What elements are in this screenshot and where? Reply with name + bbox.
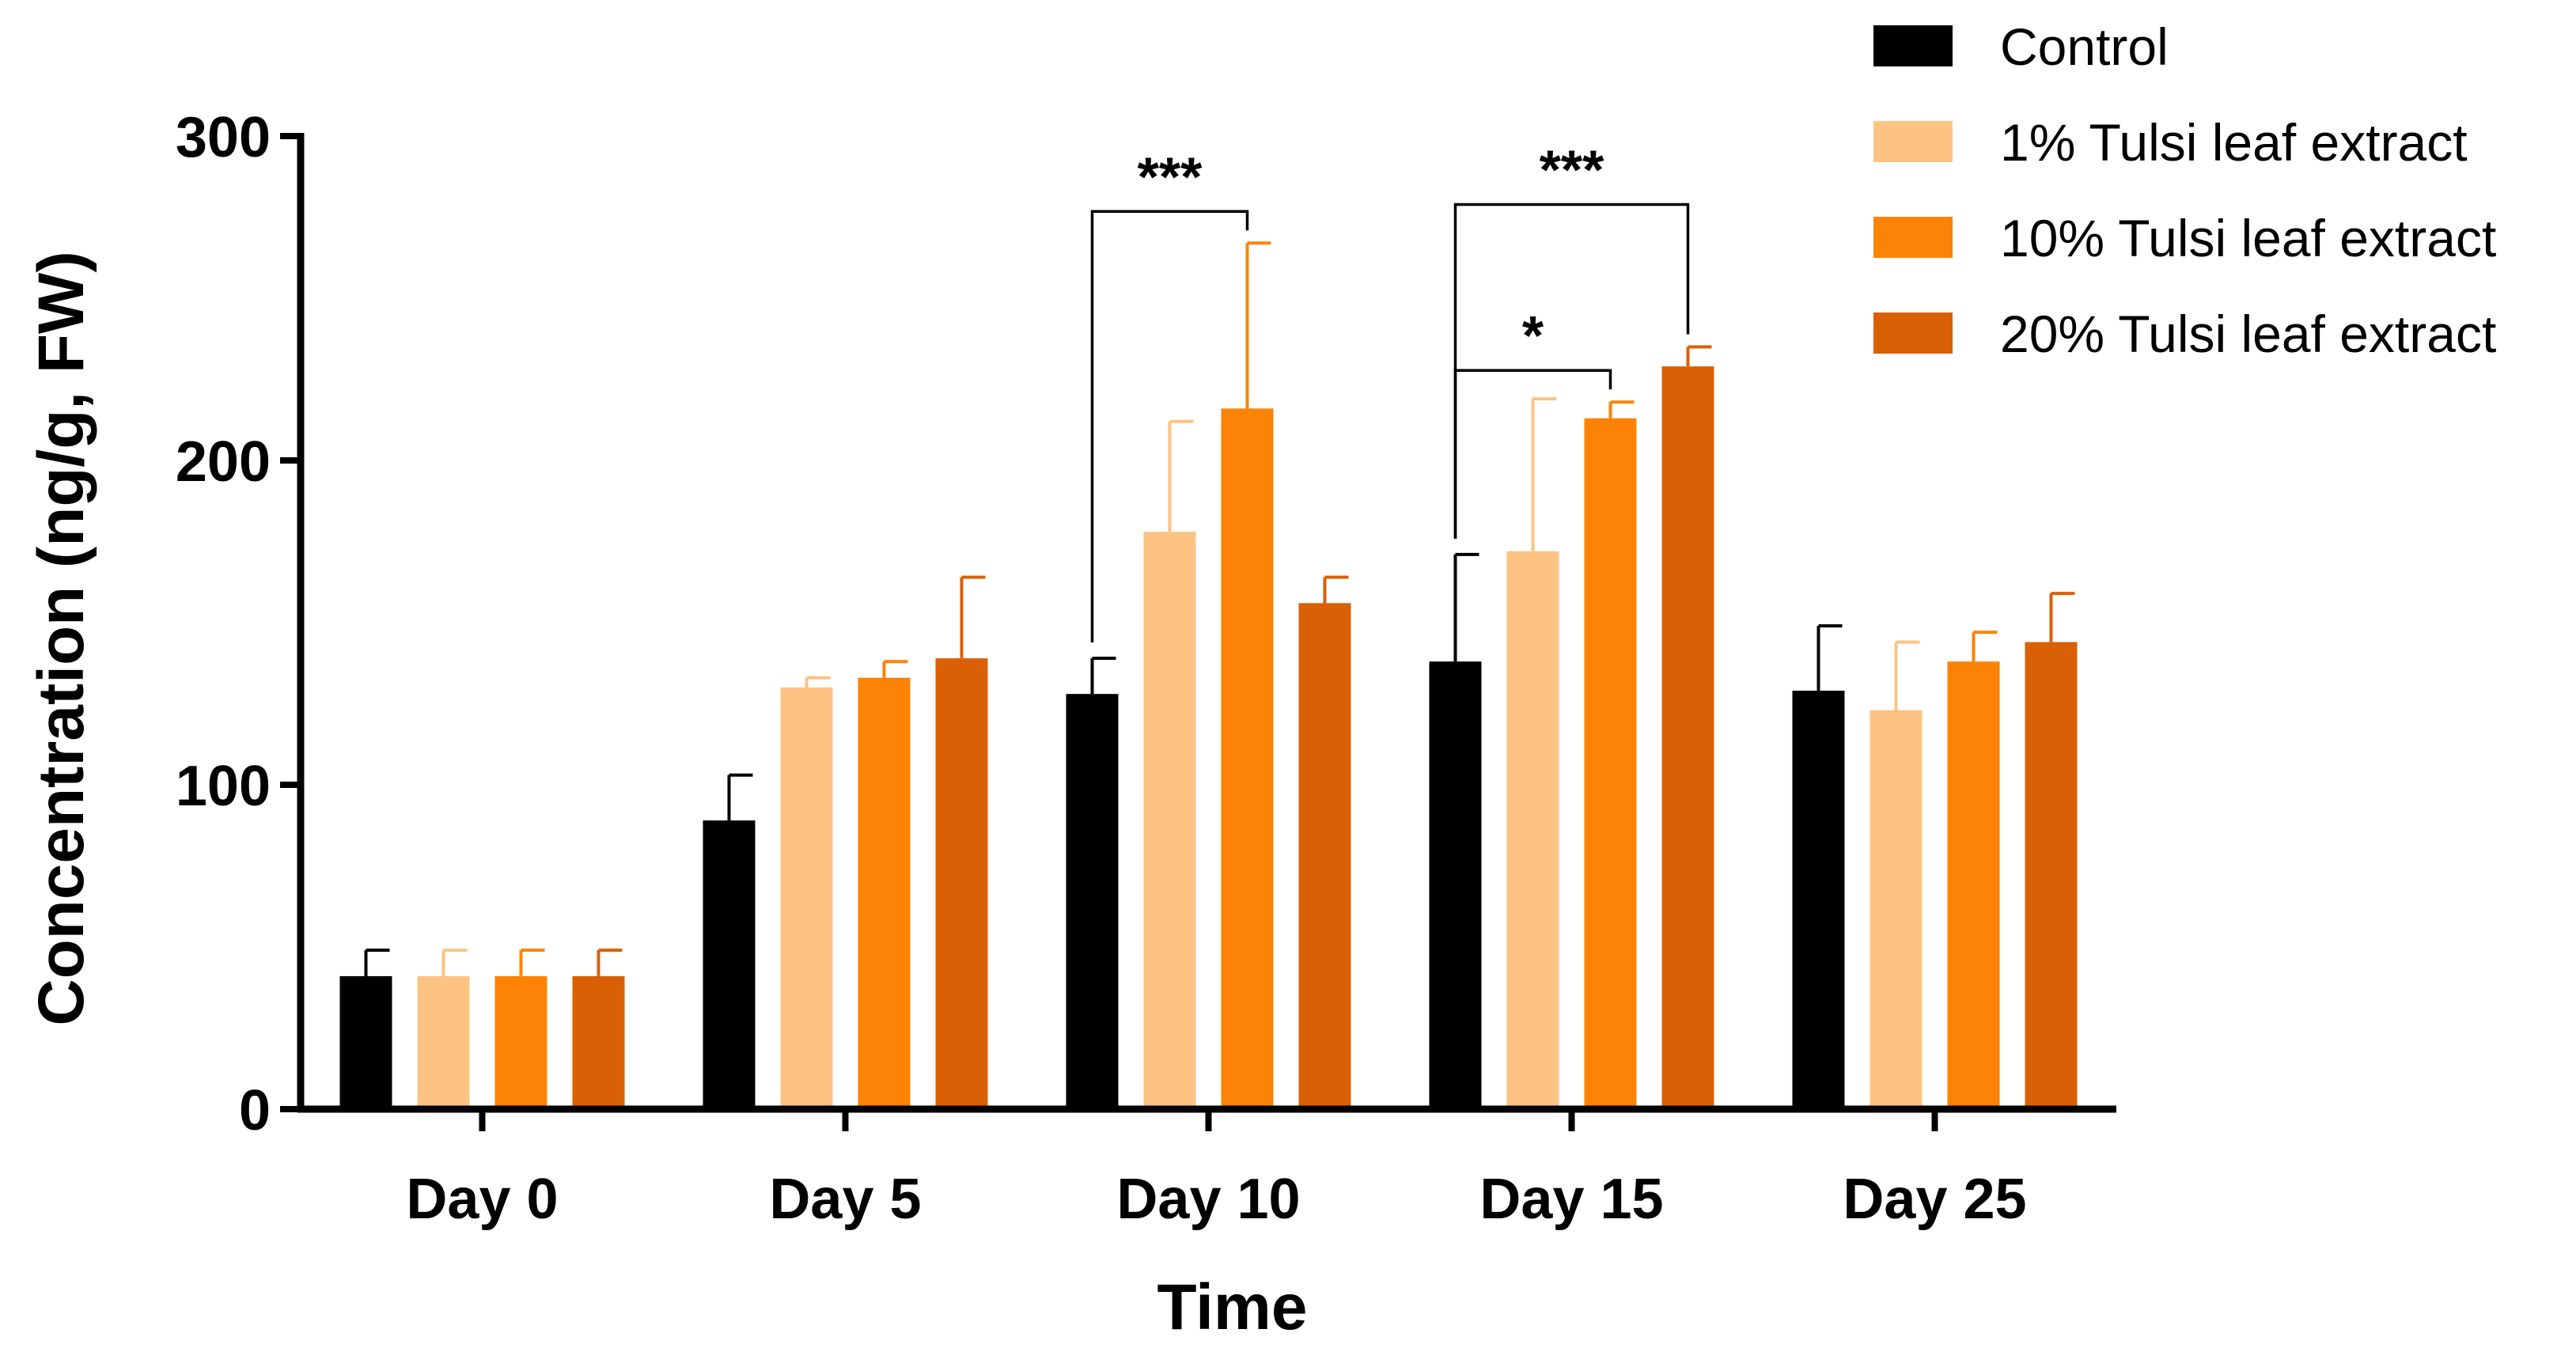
x-ticks-layer: Day 0 Day 5 Day 10 Day 15 Day 25 <box>406 1109 2027 1231</box>
significance-label: * <box>1522 305 1544 366</box>
significance-bracket <box>1453 369 1612 539</box>
bar <box>935 658 988 1109</box>
bar <box>1506 551 1559 1109</box>
significance-label: *** <box>1540 139 1604 201</box>
legend-swatch <box>1873 25 1953 66</box>
x-tick-label: Day 5 <box>769 1168 921 1231</box>
x-tick-label: Day 10 <box>1116 1168 1300 1231</box>
bar <box>1661 366 1714 1110</box>
legend-label: Control <box>2000 17 2169 76</box>
y-ticks-layer: 0 100 200 300 <box>176 106 301 1142</box>
bar <box>494 975 547 1109</box>
x-tick-label: Day 15 <box>1479 1168 1663 1231</box>
significance-bracket <box>1090 210 1249 643</box>
bar <box>572 975 625 1109</box>
legend-label: 20% Tulsi leaf extract <box>2000 305 2496 363</box>
bars-layer <box>339 366 2078 1110</box>
bar <box>703 820 756 1109</box>
legend-swatch <box>1873 217 1953 258</box>
bar <box>1298 603 1351 1109</box>
legend: Control 1% Tulsi leaf extract 10% Tulsi le… <box>1873 17 2496 363</box>
bar <box>1143 532 1196 1109</box>
bar <box>1869 710 1923 1109</box>
bar <box>339 975 392 1109</box>
bar <box>858 677 911 1109</box>
bar <box>1792 691 1845 1109</box>
y-tick-label: 0 <box>239 1079 271 1142</box>
legend-swatch <box>1873 312 1953 354</box>
bar <box>2025 642 2078 1109</box>
bar <box>1947 661 2000 1109</box>
y-tick-label: 300 <box>176 106 271 169</box>
y-tick-label: 100 <box>176 755 271 818</box>
bar <box>417 975 470 1109</box>
y-axis-title: Concentration (ng/g, FW) <box>25 251 97 1025</box>
x-axis-title: Time <box>1157 1271 1308 1343</box>
significance-label: *** <box>1138 146 1203 207</box>
legend-label: 10% Tulsi leaf extract <box>2000 209 2496 267</box>
x-tick-label: Day 0 <box>406 1168 558 1231</box>
legend-swatch <box>1873 121 1953 162</box>
bar <box>1584 418 1637 1109</box>
error-bars-layer <box>364 241 2075 976</box>
significance-layer: *** **** <box>1090 139 1690 643</box>
y-tick-label: 200 <box>176 430 271 494</box>
legend-label: 1% Tulsi leaf extract <box>2000 113 2468 172</box>
bar <box>1429 661 1482 1109</box>
bar <box>1221 408 1274 1109</box>
bar <box>1066 694 1119 1109</box>
x-tick-label: Day 25 <box>1843 1168 2026 1231</box>
bar <box>780 687 833 1109</box>
